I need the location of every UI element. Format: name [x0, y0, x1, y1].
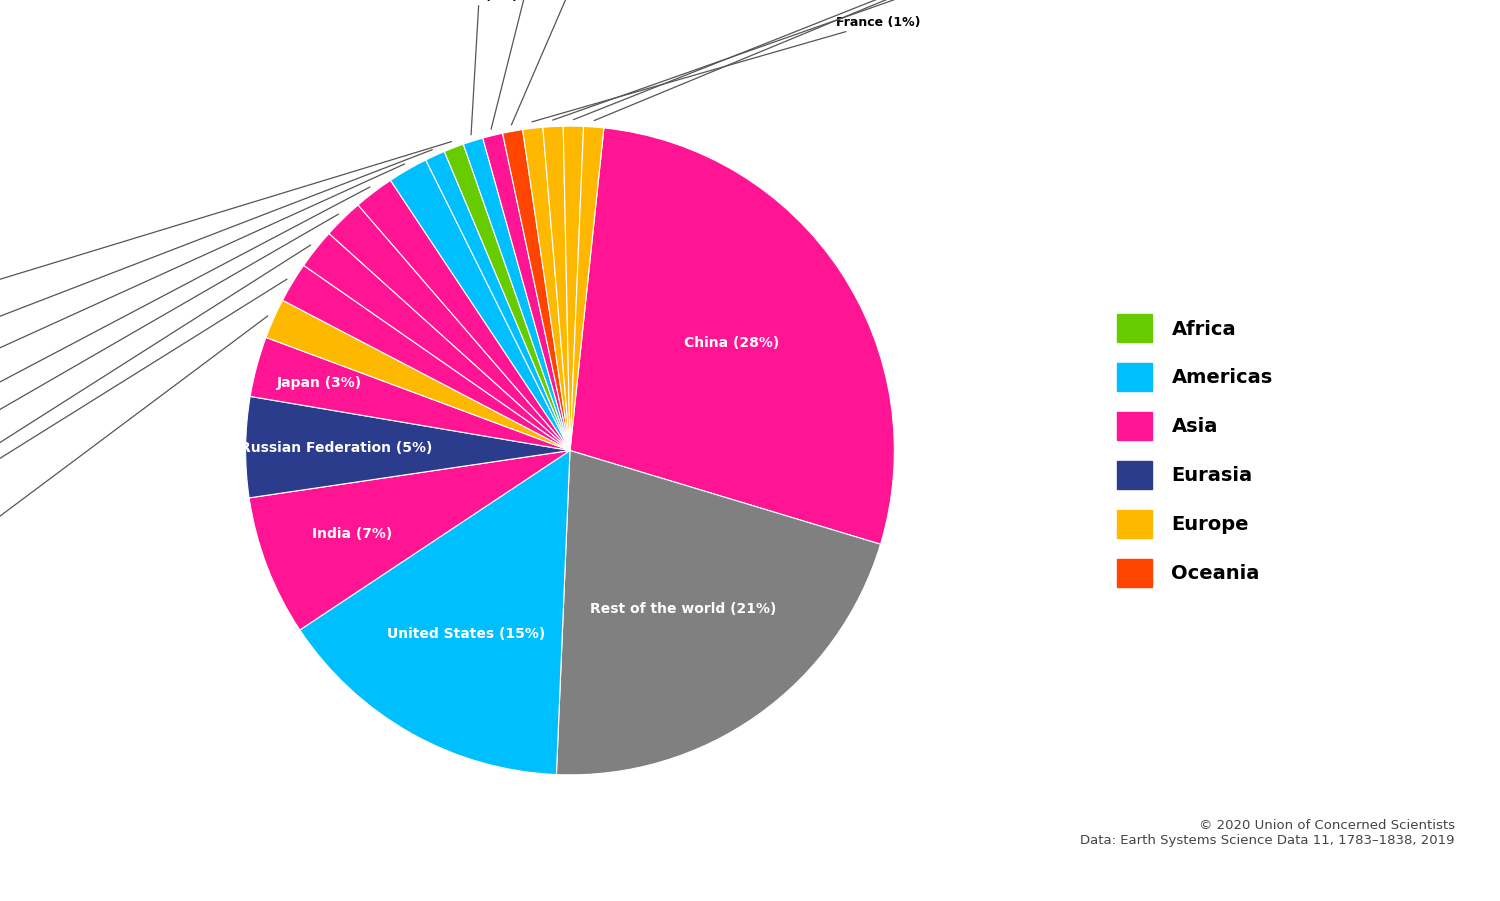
Text: Mexico (1%): Mexico (1%)	[0, 150, 432, 359]
Wedge shape	[246, 396, 570, 498]
Text: Turkey (1%): Turkey (1%)	[489, 0, 573, 129]
Wedge shape	[570, 128, 894, 544]
Wedge shape	[266, 300, 570, 450]
Text: Brazil (1%): Brazil (1%)	[441, 0, 518, 135]
Text: Rest of the world (21%): Rest of the world (21%)	[590, 602, 776, 616]
Wedge shape	[483, 133, 570, 450]
Text: United States (15%): United States (15%)	[387, 627, 546, 642]
Legend: Africa, Americas, Asia, Eurasia, Europe, Oceania: Africa, Americas, Asia, Eurasia, Europe,…	[1108, 306, 1281, 595]
Wedge shape	[251, 338, 570, 450]
Text: Australia (1%): Australia (1%)	[512, 0, 639, 125]
Wedge shape	[390, 160, 570, 450]
Wedge shape	[426, 151, 570, 450]
Text: Saudi Arabia (2%): Saudi Arabia (2%)	[0, 214, 339, 483]
Text: Islamic Republic of Iran (2%): Islamic Republic of Iran (2%)	[0, 279, 286, 560]
Wedge shape	[464, 138, 570, 450]
Wedge shape	[543, 126, 570, 450]
Wedge shape	[303, 233, 570, 450]
Text: Japan (3%): Japan (3%)	[278, 377, 362, 390]
Wedge shape	[562, 126, 584, 450]
Wedge shape	[570, 126, 604, 450]
Text: United Kingdom (1%): United Kingdom (1%)	[594, 0, 1142, 121]
Wedge shape	[522, 127, 570, 450]
Wedge shape	[444, 144, 570, 450]
Text: Poland (1%): Poland (1%)	[573, 0, 1024, 120]
Text: Germany (2%): Germany (2%)	[0, 316, 268, 600]
Text: © 2020 Union of Concerned Scientists
Data: Earth Systems Science Data 11, 1783–1: © 2020 Union of Concerned Scientists Dat…	[1080, 819, 1455, 847]
Wedge shape	[328, 205, 570, 450]
Wedge shape	[282, 266, 570, 450]
Text: South Korea (2%): South Korea (2%)	[0, 245, 310, 522]
Wedge shape	[503, 130, 570, 450]
Wedge shape	[249, 450, 570, 630]
Wedge shape	[556, 450, 880, 775]
Wedge shape	[358, 180, 570, 450]
Text: France (1%): France (1%)	[532, 16, 921, 122]
Text: China (28%): China (28%)	[684, 336, 780, 350]
Text: South Africa (1%): South Africa (1%)	[0, 141, 452, 321]
Text: Italy (1%): Italy (1%)	[552, 0, 957, 120]
Text: Indonesia (2%): Indonesia (2%)	[0, 187, 370, 444]
Text: Russian Federation (5%): Russian Federation (5%)	[240, 441, 432, 455]
Text: Canada (2%): Canada (2%)	[0, 164, 405, 398]
Text: India (7%): India (7%)	[312, 527, 392, 542]
Wedge shape	[300, 450, 570, 775]
